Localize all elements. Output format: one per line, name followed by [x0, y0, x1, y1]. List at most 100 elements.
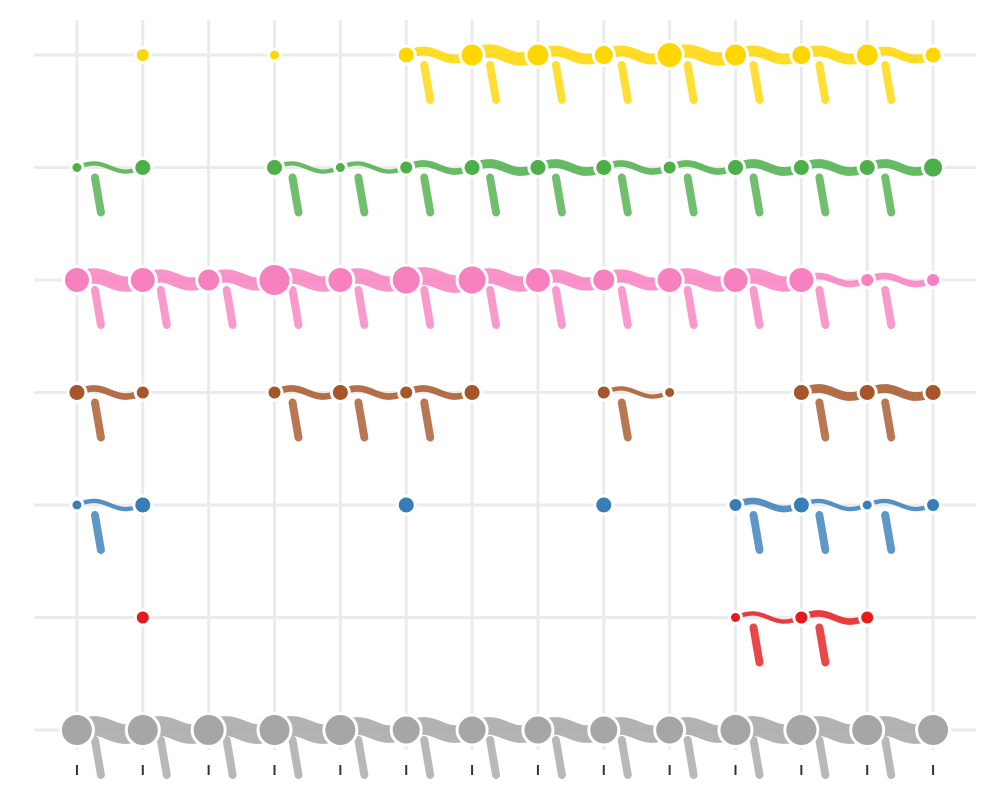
node: [461, 157, 483, 178]
flow-link: [815, 511, 830, 554]
node: [256, 712, 293, 748]
flow-link: [486, 173, 501, 217]
node: [725, 157, 746, 178]
flow-link: [486, 736, 501, 779]
flow-link: [90, 173, 105, 217]
node: [458, 41, 486, 69]
node: [915, 712, 952, 748]
node: [859, 497, 875, 513]
flow-link: [617, 173, 632, 217]
node: [397, 383, 416, 402]
node: [69, 160, 85, 175]
node: [856, 382, 878, 403]
flow-link: [749, 173, 764, 217]
flow-link: [156, 736, 171, 779]
flow-link: [486, 286, 501, 329]
flow-link: [815, 286, 830, 329]
flow-link: [354, 286, 369, 329]
flow-link: [222, 736, 237, 779]
node: [264, 157, 285, 178]
node: [858, 608, 877, 627]
node: [190, 712, 227, 748]
node: [594, 383, 613, 402]
flow-link: [863, 272, 937, 288]
flow-link: [601, 386, 672, 399]
node: [66, 382, 88, 403]
flow-link: [733, 611, 804, 624]
node: [58, 712, 95, 748]
flow-link: [798, 610, 871, 625]
node: [69, 497, 85, 513]
node: [786, 265, 817, 295]
flow-link: [815, 736, 830, 779]
flow-link: [354, 173, 369, 217]
flow-link: [749, 736, 764, 779]
flow-link: [90, 398, 105, 442]
flow-link: [881, 736, 896, 779]
flow-link: [551, 61, 566, 104]
node: [593, 494, 615, 516]
flow-link: [288, 173, 303, 217]
flow-link: [90, 511, 105, 554]
node: [722, 41, 749, 69]
node: [389, 263, 423, 297]
node: [195, 266, 223, 294]
node: [256, 262, 293, 298]
node: [124, 712, 161, 748]
node: [265, 383, 284, 402]
node: [921, 155, 946, 180]
flow-link: [156, 286, 171, 329]
flow-link: [617, 61, 632, 104]
node: [133, 46, 152, 64]
node: [133, 608, 152, 627]
flow-link: [749, 286, 764, 329]
node: [455, 713, 489, 747]
node: [133, 383, 152, 402]
flow-link: [288, 736, 303, 779]
node: [662, 385, 678, 400]
grid: [34, 20, 976, 775]
flow-link: [683, 61, 698, 104]
node: [61, 265, 92, 295]
flow-link: [222, 286, 237, 329]
node: [127, 265, 158, 295]
flow-link: [617, 736, 632, 779]
flow-link: [881, 286, 896, 329]
flow-link: [865, 498, 936, 512]
node: [461, 382, 483, 403]
flow-link: [551, 173, 566, 217]
flow-link: [420, 286, 435, 329]
node: [322, 712, 359, 748]
flow-link: [617, 286, 632, 329]
flow-link: [551, 736, 566, 779]
node: [522, 265, 553, 295]
node: [726, 496, 745, 514]
node: [593, 157, 615, 178]
node: [325, 265, 356, 295]
node: [389, 713, 423, 747]
node: [720, 265, 751, 295]
node: [853, 41, 881, 69]
node: [524, 41, 552, 69]
flow-link: [420, 173, 435, 217]
flow-link: [486, 61, 501, 104]
flow-link: [815, 173, 830, 217]
node: [790, 382, 812, 403]
node: [395, 494, 417, 516]
node: [132, 157, 154, 178]
nodes: [58, 40, 952, 748]
node: [728, 610, 743, 625]
node: [790, 157, 812, 178]
node: [783, 712, 820, 748]
flow-link: [551, 286, 566, 329]
flow-link: [420, 398, 435, 442]
flow-link: [90, 736, 105, 779]
node: [789, 43, 814, 67]
node: [590, 266, 618, 294]
node: [591, 43, 616, 67]
node: [717, 712, 754, 748]
flow-link: [683, 736, 698, 779]
node: [790, 494, 812, 516]
node: [849, 712, 886, 748]
